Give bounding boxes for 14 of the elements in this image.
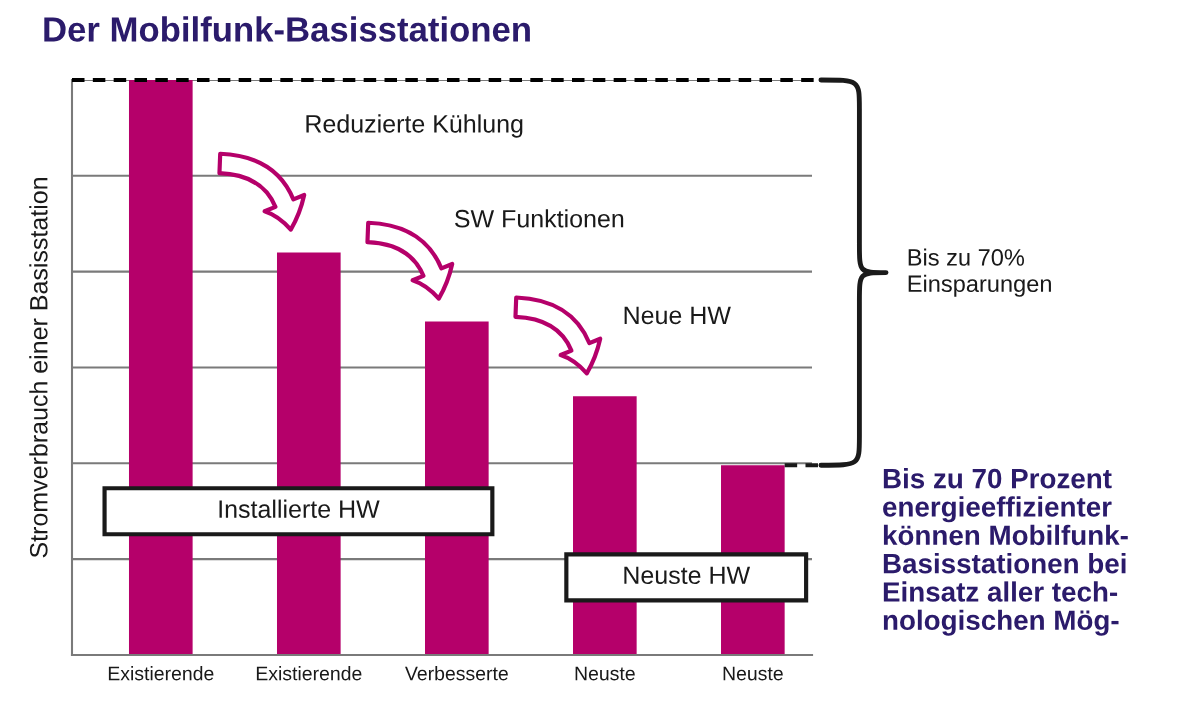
x-tick-label: Existierende — [108, 666, 214, 681]
annotation: Neue HW — [624, 306, 731, 325]
x-tick-label: Neuste — [723, 666, 783, 681]
x-tick-label: Existierende — [256, 666, 362, 681]
annotation: Neuste HW — [624, 566, 751, 585]
x-tick-label: Neuste — [575, 666, 635, 681]
x-tick-label: Verbesserte — [405, 666, 508, 681]
annotation: SW Funktionen — [455, 209, 624, 228]
text: Bis zu 70 Prozent energieeffizienter können Mobilfunk- Basisstationen bei Einsatz aller tech- nologischen Mög- — [883, 468, 1128, 636]
annotation: Installierte HW — [219, 499, 380, 518]
chart-title: Der Mobilfunk-Basisstationen — [44, 16, 530, 42]
text: Bis zu 70% Einsparungen — [908, 248, 1051, 297]
y-axis-title: Stromverbrauch einer Basisstation — [29, 178, 48, 558]
annotation: Reduzierte Kühlung — [306, 114, 523, 138]
